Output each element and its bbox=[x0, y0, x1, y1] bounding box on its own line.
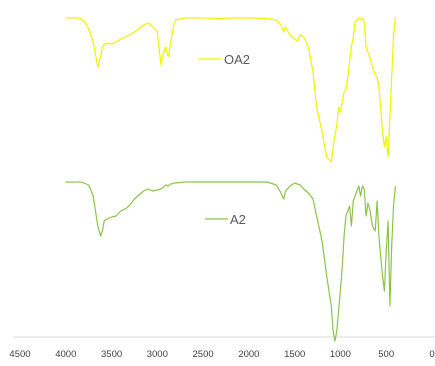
series-layer bbox=[65, 16, 396, 342]
x-tick-label: 3500 bbox=[101, 349, 122, 360]
x-tick-label: 2000 bbox=[238, 349, 259, 360]
x-tick-label: 4000 bbox=[55, 349, 76, 360]
legend-label-oa2: OA2 bbox=[224, 52, 250, 67]
x-tick-label: 0 bbox=[429, 349, 434, 360]
x-tick-label: 1000 bbox=[330, 349, 351, 360]
legend-label-a2: A2 bbox=[230, 212, 246, 227]
x-tick-labels: 4500 4000 3500 3000 2500 2000 1500 1000 500 0 bbox=[9, 349, 434, 360]
x-tick-label: 2500 bbox=[193, 349, 214, 360]
x-tick-label: 3000 bbox=[147, 349, 168, 360]
x-tick-label: 4500 bbox=[9, 349, 30, 360]
series-line-a2 bbox=[65, 181, 396, 342]
x-tick-label: 1500 bbox=[284, 349, 305, 360]
legend-layer: OA2 A2 bbox=[198, 52, 250, 227]
series-line-oa2 bbox=[65, 16, 396, 163]
x-tick-label: 500 bbox=[378, 349, 394, 360]
